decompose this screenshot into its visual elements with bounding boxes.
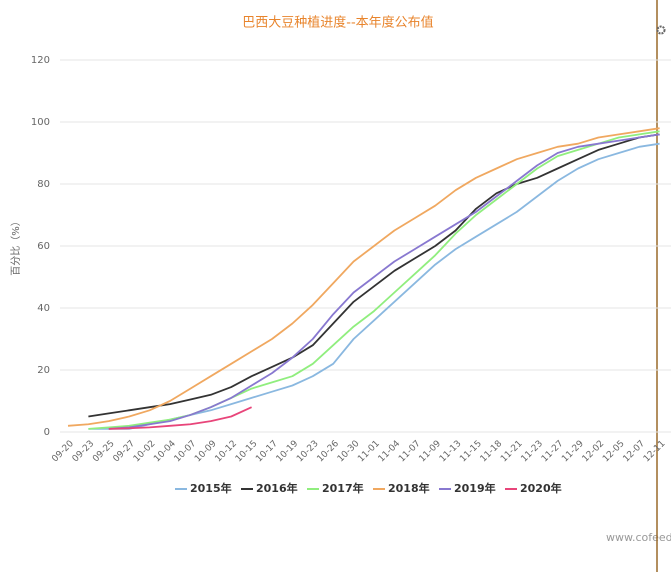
x-tick-label: 10-02 [132,439,158,465]
x-tick-label: 10-17 [254,439,280,465]
x-tick-label: 11-07 [397,439,423,465]
x-tick-label: 10-30 [336,439,362,465]
settings-icon[interactable] [656,25,666,35]
x-tick-label: 10-23 [295,439,321,465]
x-tick-label: 11-21 [499,439,525,465]
x-tick-label: 10-12 [214,439,240,465]
legend-label: 2017年 [322,481,364,495]
x-tick-label: 11-13 [438,439,464,465]
legend-label: 2020年 [520,481,562,495]
x-tick-label: 11-15 [458,439,484,465]
y-tick-label: 80 [37,179,50,190]
x-tick-label: 11-18 [479,439,505,465]
legend-label: 2015年 [190,481,232,495]
y-axis-label: 百分比（%） [10,216,22,276]
x-tick-label: 10-15 [234,439,260,465]
x-tick-label: 09-25 [91,439,117,465]
x-tick-label: 10-09 [193,439,219,465]
y-tick-label: 120 [31,55,50,66]
y-tick-label: 20 [37,365,50,376]
series-line [88,133,660,418]
x-tick-label: 09-20 [50,439,76,465]
x-tick-label: 10-26 [316,439,342,465]
x-tick-label: 11-09 [418,439,444,465]
x-tick-label: 10-04 [152,439,178,465]
series-line [67,127,660,427]
watermark: www.cofeed.c [606,531,671,544]
x-tick-label: 09-27 [112,439,138,465]
y-tick-label: 60 [37,241,50,252]
x-tick-label: 12-05 [601,439,627,465]
chart-title: 巴西大豆种植进度--本年度公布值 [242,15,433,31]
x-tick-label: 11-01 [356,439,382,465]
series-line [88,130,660,430]
x-tick-label: 11-29 [560,439,586,465]
x-tick-label: 12-07 [622,439,648,465]
x-tick-label: 11-04 [377,439,403,465]
x-tick-label: 12-02 [581,439,607,465]
x-tick-label: 11-23 [520,439,546,465]
x-tick-label: 10-19 [275,439,301,465]
x-tick-label: 09-23 [71,439,97,465]
series-line [108,406,252,430]
x-tick-label: 10-07 [173,439,199,465]
legend-label: 2016年 [256,481,298,495]
y-tick-label: 40 [37,303,50,314]
y-tick-label: 0 [44,427,50,438]
legend-label: 2018年 [388,481,430,495]
x-tick-label: 12-11 [642,439,668,465]
y-tick-label: 100 [31,117,50,128]
legend-label: 2019年 [454,481,496,495]
x-tick-label: 11-27 [540,439,566,465]
series-line [108,133,660,430]
